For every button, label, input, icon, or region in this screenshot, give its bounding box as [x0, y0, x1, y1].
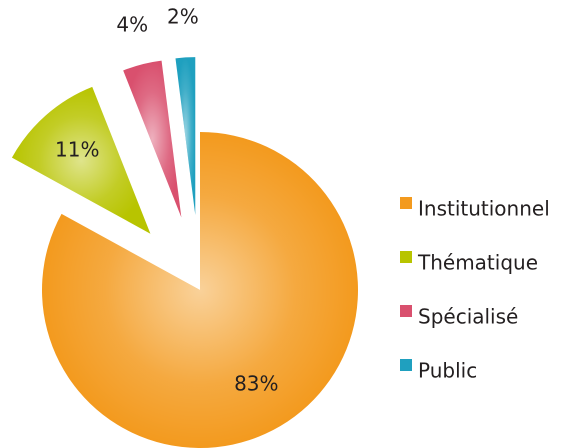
legend-swatch: [400, 251, 412, 263]
legend-label: Thématique: [417, 251, 538, 275]
pie-slice: [175, 57, 196, 216]
legend-label: Institutionnel: [418, 197, 550, 221]
value-label: 2%: [167, 5, 199, 29]
legend-label: Public: [418, 359, 477, 383]
legend-swatch: [400, 305, 412, 317]
value-label: 4%: [116, 13, 148, 37]
legend-swatch: [400, 197, 412, 209]
legend-swatch: [400, 359, 412, 371]
value-label: 83%: [234, 372, 278, 396]
value-label: 11%: [55, 137, 99, 161]
legend-label: Spécialisé: [418, 305, 518, 329]
